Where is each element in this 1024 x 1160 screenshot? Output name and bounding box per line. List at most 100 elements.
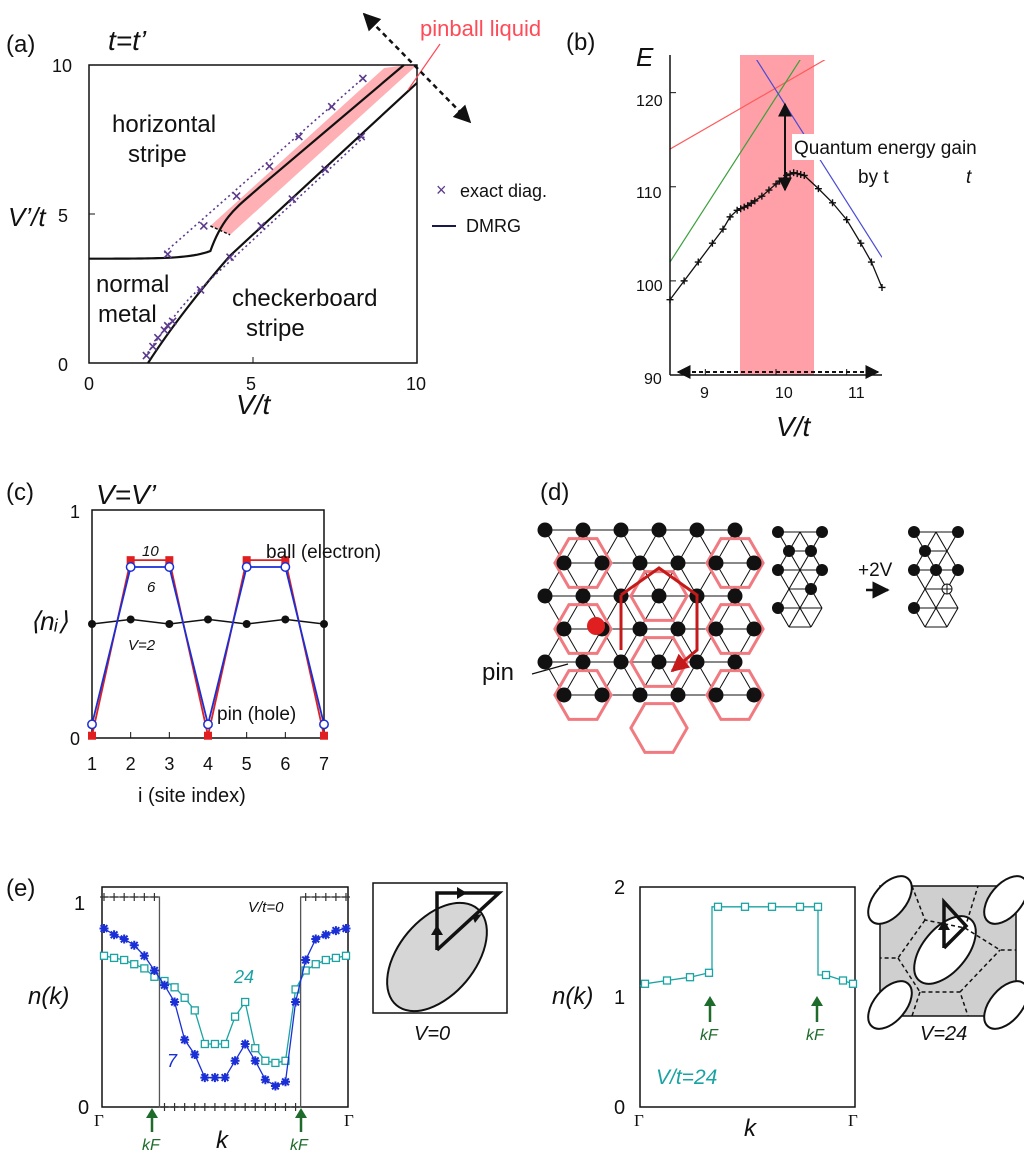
legend-exact-label: exact diag. — [460, 181, 547, 201]
kf-arrow-e2-a-head — [704, 996, 716, 1006]
series-label-6: 6 — [147, 579, 156, 596]
small-site-3 — [783, 545, 795, 557]
site-29 — [727, 654, 743, 670]
energy-point-8 — [758, 192, 766, 200]
point-v6-2 — [164, 562, 175, 572]
energy-point-4 — [719, 225, 727, 233]
point-vt24-5 — [740, 902, 750, 911]
small-site-9 — [805, 583, 817, 595]
red-line — [670, 60, 826, 150]
step-point-bot-9 — [190, 1103, 199, 1111]
point-v10-5 — [281, 556, 290, 565]
ytick-e2-2: 2 — [614, 877, 625, 899]
xlabel-a: V/t — [236, 389, 271, 420]
point-v2-0 — [88, 620, 96, 628]
point-v2-6 — [320, 620, 328, 628]
gamma-e1-left: Γ — [94, 1111, 104, 1130]
vt24-label: V/t=24 — [656, 1066, 717, 1089]
point-24-1 — [109, 953, 119, 963]
point-7-22 — [321, 930, 331, 940]
exact-point-18 — [358, 74, 367, 83]
step-point-bot-7 — [170, 1103, 179, 1111]
diagonal-arrow — [362, 12, 472, 124]
energy-point-1 — [680, 277, 688, 285]
point-v6-5 — [280, 562, 291, 572]
step-point-bot-18 — [281, 1103, 290, 1111]
inset-v0-label: V=0 — [414, 1023, 450, 1045]
crossing-lines — [670, 60, 882, 263]
small-edge — [799, 607, 812, 628]
site-5 — [727, 522, 743, 538]
point-24-23 — [331, 953, 341, 963]
small-edge — [788, 588, 801, 609]
point-24-16 — [261, 1056, 270, 1065]
site-9 — [670, 555, 686, 571]
small-edge — [924, 607, 937, 628]
point-v6-4 — [241, 562, 252, 572]
honeycomb-cell-7 — [629, 702, 689, 754]
step-point-bot-8 — [180, 1103, 189, 1111]
point-vt24-2 — [685, 973, 695, 982]
exact-point-0 — [142, 351, 151, 360]
point-24-11 — [210, 1039, 220, 1049]
site-20 — [632, 621, 648, 637]
pocket-tl — [867, 875, 913, 925]
series-label-2: V=2 — [128, 637, 156, 654]
small-lattice-after — [908, 526, 964, 628]
site-32 — [632, 687, 648, 703]
panel-e-label: (e) — [6, 875, 35, 902]
energy-point-16 — [857, 239, 865, 247]
kf-arrow-e2-b-head — [811, 996, 823, 1006]
label-24: 24 — [233, 967, 254, 987]
small-site-5 — [772, 564, 784, 576]
panel-d-label: (d) — [540, 479, 569, 506]
step-point-bot-15 — [251, 1103, 260, 1111]
occupation-series — [87, 556, 329, 740]
energy-point-extra-0 — [737, 205, 745, 213]
point-24-3 — [130, 960, 139, 969]
site-24 — [537, 654, 553, 670]
ytick-b-100: 100 — [636, 278, 663, 295]
plus2v-label: +2V — [858, 560, 893, 581]
site-27 — [651, 654, 667, 670]
xtick-a-5: 5 — [246, 374, 256, 394]
panel-b: (b) E 120 110 100 90 9 10 11 Quantum ene… — [566, 29, 1020, 442]
small-site-2 — [952, 526, 964, 538]
nk-series-right — [639, 902, 858, 1022]
step-point-bot-11 — [210, 1103, 219, 1111]
fermi-ellipse — [386, 901, 488, 1013]
point-24-12 — [220, 1039, 230, 1049]
hop-path — [620, 566, 699, 673]
path-arrow-2 — [457, 887, 467, 899]
honeycomb-cell-1 — [629, 570, 689, 622]
xtick-b-9: 9 — [700, 385, 709, 402]
step-point-bot-10 — [200, 1103, 209, 1111]
small-edge — [935, 607, 948, 628]
pin-site — [587, 617, 605, 635]
exact-point-5 — [168, 317, 177, 326]
site-21 — [670, 621, 686, 637]
point-24-10 — [200, 1039, 209, 1049]
site-15 — [651, 588, 667, 604]
step-point-bot-12 — [221, 1103, 229, 1111]
point-7-12 — [220, 1073, 230, 1083]
small-edge — [924, 588, 937, 609]
point-7-5 — [149, 966, 159, 975]
pocket-bl — [867, 980, 913, 1030]
kf-label-e1-b: kF — [290, 1137, 309, 1154]
step-point-bot-17 — [271, 1103, 280, 1111]
point-v6-0 — [87, 719, 97, 730]
gamma-e2-right: Γ — [848, 1111, 858, 1130]
energy-point-extra-7 — [793, 170, 801, 178]
site-10 — [708, 555, 724, 571]
point-7-8 — [180, 1035, 190, 1045]
annotation-bg — [792, 134, 1020, 160]
energy-point-extra-8 — [797, 171, 805, 179]
point-vt24-1 — [662, 976, 672, 985]
exact-point-12 — [357, 132, 366, 141]
point-24-2 — [120, 955, 129, 965]
point-7-11 — [210, 1073, 220, 1083]
point-24-14 — [241, 997, 250, 1007]
pinball-region — [210, 65, 417, 235]
